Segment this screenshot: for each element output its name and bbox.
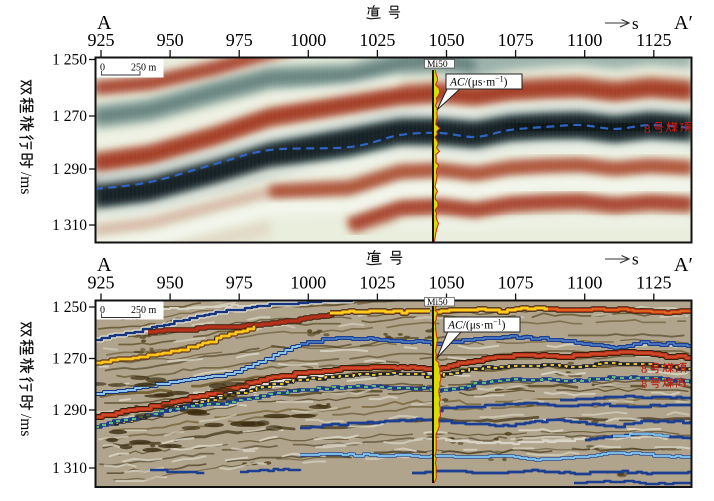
svg-text:A: A: [97, 12, 112, 34]
svg-text:A′: A′: [674, 12, 693, 34]
svg-text:0: 0: [100, 305, 105, 316]
svg-text:s: s: [632, 14, 639, 33]
svg-text:1 270: 1 270: [52, 351, 87, 368]
svg-text:1050: 1050: [429, 30, 465, 50]
svg-text:925: 925: [88, 30, 115, 50]
svg-text:Mi50: Mi50: [427, 60, 448, 70]
svg-text:950: 950: [157, 273, 184, 293]
svg-text:1 270: 1 270: [52, 108, 87, 125]
svg-text:Mi50: Mi50: [427, 298, 448, 308]
svg-text:8: 8: [644, 121, 651, 136]
svg-text:A: A: [97, 254, 112, 276]
svg-text:950: 950: [157, 30, 184, 50]
svg-text:s: s: [632, 250, 639, 269]
svg-text:1000: 1000: [290, 273, 326, 293]
svg-text:/ms: /ms: [17, 172, 34, 194]
svg-text:1075: 1075: [498, 273, 534, 293]
svg-text:8: 8: [641, 362, 647, 376]
svg-text:1025: 1025: [359, 30, 395, 50]
svg-text:1100: 1100: [567, 30, 602, 50]
svg-text:1125: 1125: [636, 30, 671, 50]
svg-text:1000: 1000: [290, 30, 326, 50]
svg-text:1 310: 1 310: [52, 217, 87, 234]
svg-text:/ms: /ms: [17, 414, 34, 436]
svg-text:1 250: 1 250: [52, 299, 87, 316]
svg-text:1 250: 1 250: [52, 52, 87, 69]
svg-text:250 m: 250 m: [131, 63, 157, 74]
svg-text:AC/(μs·m−1): AC/(μs·m−1): [449, 75, 508, 89]
svg-text:1125: 1125: [636, 273, 671, 293]
svg-text:A′: A′: [674, 254, 693, 276]
svg-text:1100: 1100: [567, 273, 602, 293]
svg-text:925: 925: [88, 273, 115, 293]
svg-text:1025: 1025: [359, 273, 395, 293]
svg-text:1 310: 1 310: [52, 460, 87, 477]
svg-text:0: 0: [100, 63, 105, 74]
svg-text:AC/(μs·m−1): AC/(μs·m−1): [447, 318, 506, 332]
svg-text:1 290: 1 290: [52, 161, 87, 178]
svg-text:1075: 1075: [498, 30, 534, 50]
svg-text:8: 8: [641, 377, 647, 391]
svg-text:1050: 1050: [429, 273, 465, 293]
svg-text:975: 975: [226, 273, 253, 293]
svg-text:1 290: 1 290: [52, 402, 87, 419]
svg-text:975: 975: [226, 30, 253, 50]
svg-text:250 m: 250 m: [131, 305, 157, 316]
